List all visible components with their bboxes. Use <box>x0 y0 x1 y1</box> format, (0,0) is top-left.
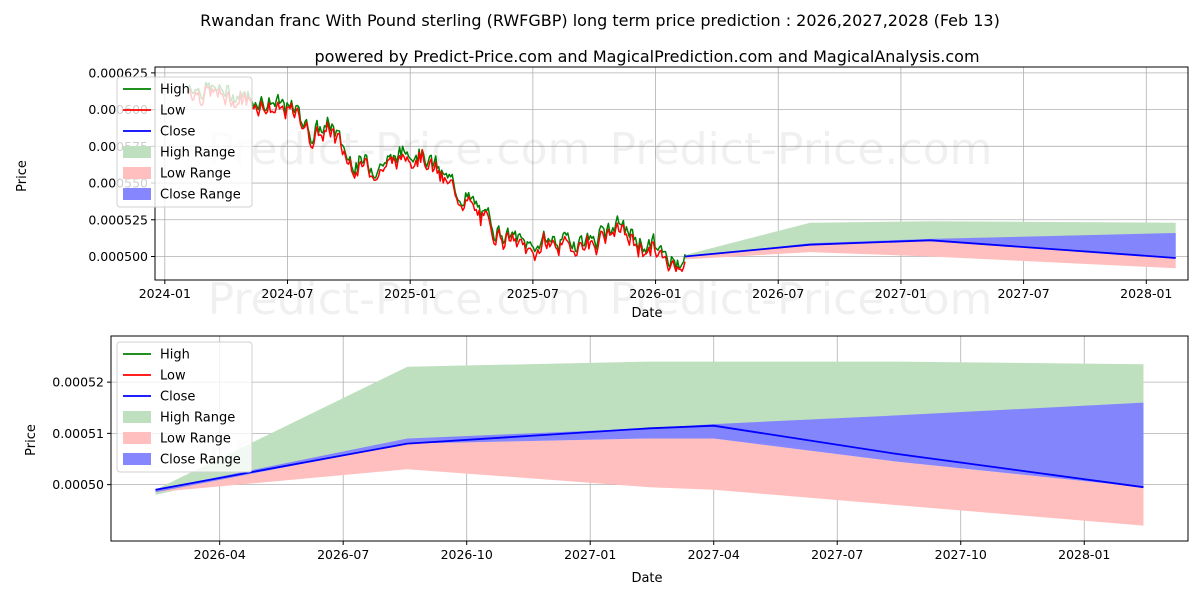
top-y-tick-label: 0.000525 <box>88 212 148 227</box>
bottom-chart-panel: Predict-Price.com Predict-Price.com 2026… <box>24 335 1189 586</box>
bottom-y-tick-label: 0.00051 <box>52 426 104 441</box>
bottom-x-tick-label: 2027-04 <box>688 547 740 562</box>
bottom-axes-frame <box>110 335 1189 542</box>
top-legend-label: Low <box>160 104 186 119</box>
top-close-range-band <box>685 233 1176 258</box>
bottom-x-tick-label: 2028-01 <box>1058 547 1110 562</box>
top-x-tick-label: 2026-01 <box>629 286 681 301</box>
bottom-y-tick-label: 0.00050 <box>52 477 104 492</box>
top-legend-label: Low Range <box>160 167 231 182</box>
bottom-legend-label: Close Range <box>160 453 241 468</box>
bottom-series <box>155 361 1144 526</box>
top-x-tick-label: 2027-07 <box>997 286 1049 301</box>
bottom-legend-label: High <box>160 348 190 363</box>
bottom-close-range-band <box>155 402 1144 493</box>
top-series <box>188 81 1176 273</box>
top-x-tick-label: 2028-01 <box>1120 286 1172 301</box>
top-legend-swatch-close-range <box>123 188 151 200</box>
bottom-low-range-band <box>155 438 1144 526</box>
top-x-tick-label: 2027-01 <box>875 286 927 301</box>
bottom-x-tick-label: 2026-04 <box>194 547 246 562</box>
top-watermark-right: Predict-Price.com <box>610 124 993 175</box>
top-legend-label: High Range <box>160 146 235 161</box>
top-y-tick-label: 0.000500 <box>88 249 148 264</box>
bottom-x-tick-label: 2026-07 <box>317 547 369 562</box>
bottom-legend-label: Low Range <box>160 432 231 447</box>
top-legend-swatch-high-range <box>123 146 151 158</box>
bottom-y-tick-label: 0.00052 <box>52 375 104 390</box>
bottom-x-axis-label: Date <box>631 571 662 586</box>
top-x-tick-label: 2024-07 <box>261 286 313 301</box>
bottom-x-tick-label: 2026-10 <box>441 547 493 562</box>
bottom-legend: High Low Close High Range Low Range Close Ran… <box>116 341 253 473</box>
bottom-close-line <box>155 424 1144 491</box>
top-legend-swatch-low-range <box>123 167 151 179</box>
bottom-legend-label: Close <box>160 390 195 405</box>
top-y-axis-label: Price <box>15 160 30 192</box>
top-legend-label: High <box>160 83 190 98</box>
bottom-legend-swatch-high-range <box>123 411 151 423</box>
bottom-x-tick-label: 2027-10 <box>935 547 987 562</box>
bottom-x-tick-label: 2027-07 <box>811 547 863 562</box>
bottom-legend-label: Low <box>160 369 186 384</box>
top-watermark-bottom-right: Predict-Price.com <box>610 274 993 325</box>
top-legend-label: Close <box>160 125 195 140</box>
top-chart-panel: Predict-Price.com Predict-Price.com Pred… <box>15 65 1189 325</box>
top-x-tick-label: 2024-01 <box>139 286 191 301</box>
top-close-line <box>684 239 1176 259</box>
top-watermark-bottom-left: Predict-Price.com <box>208 274 591 325</box>
bottom-y-axis-label: Price <box>24 424 39 456</box>
bottom-ticks: 2026-04 2026-07 2026-10 2027-01 2027-04 2027-… <box>52 375 1110 562</box>
bottom-legend-swatch-low-range <box>123 432 151 444</box>
chart-subtitle: powered by Predict-Price.com and Magical… <box>314 47 979 66</box>
bottom-x-tick-label: 2027-01 <box>564 547 616 562</box>
chart-title: Rwandan franc With Pound sterling (RWFGB… <box>200 11 1000 30</box>
top-low-range-band <box>685 240 1176 269</box>
top-low-line <box>188 85 686 273</box>
top-x-axis-label: Date <box>631 306 662 321</box>
bottom-legend-label: High Range <box>160 411 235 426</box>
top-x-tick-label: 2025-07 <box>507 286 559 301</box>
top-x-tick-label: 2025-01 <box>384 286 436 301</box>
top-x-tick-label: 2026-07 <box>752 286 804 301</box>
top-legend-label: Close Range <box>160 188 241 203</box>
bottom-legend-swatch-close-range <box>123 453 151 465</box>
top-legend: High Low Close High Range Low Range Close Ran… <box>116 76 253 208</box>
